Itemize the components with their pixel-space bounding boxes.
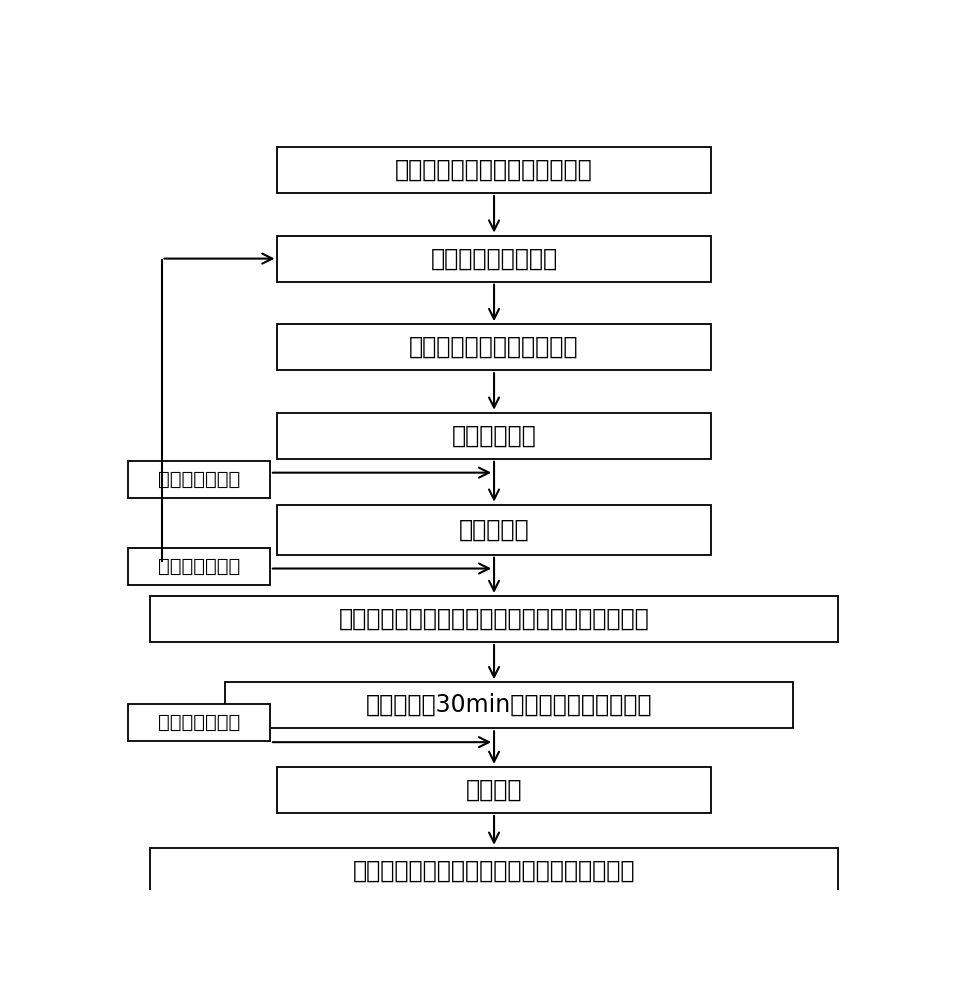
Bar: [225, 682, 793, 728]
Text: 起爆后通风30min后，进洞检查爆破效果: 起爆后通风30min后，进洞检查爆破效果: [365, 693, 653, 717]
Bar: [278, 767, 710, 813]
Bar: [150, 596, 838, 642]
Bar: [278, 147, 710, 193]
Text: 准确画出开挖轮廓线及炮眼位置: 准确画出开挖轮廓线及炮眼位置: [395, 158, 593, 182]
Text: 装药、连线: 装药、连线: [459, 518, 529, 542]
Bar: [150, 848, 838, 894]
Text: 爆破前检测瓦斯: 爆破前检测瓦斯: [158, 557, 240, 576]
Text: 解除警戒: 解除警戒: [466, 778, 522, 802]
Text: 炮孔吹洗干净: 炮孔吹洗干净: [452, 424, 536, 448]
Bar: [278, 413, 710, 459]
Text: 钻孔设备和人员就位: 钻孔设备和人员就位: [431, 247, 557, 271]
Bar: [128, 548, 270, 585]
Text: 撤出洞内人员、警戒，爆破掏槽眼和第一圈辅助眼: 撤出洞内人员、警戒，爆破掏槽眼和第一圈辅助眼: [338, 607, 650, 631]
Bar: [278, 324, 710, 370]
Text: 进行二次爆破作业（辅助眼、周边眼和底眼）: 进行二次爆破作业（辅助眼、周边眼和底眼）: [353, 859, 635, 883]
Text: 钻炮眼孔，检查炮孔并记录: 钻炮眼孔，检查炮孔并记录: [410, 335, 578, 359]
Text: 爆破后检测瓦斯: 爆破后检测瓦斯: [158, 713, 240, 732]
Bar: [128, 461, 270, 498]
Bar: [128, 704, 270, 741]
Bar: [278, 505, 710, 555]
Text: 装药前检测瓦斯: 装药前检测瓦斯: [158, 470, 240, 489]
Bar: [278, 236, 710, 282]
